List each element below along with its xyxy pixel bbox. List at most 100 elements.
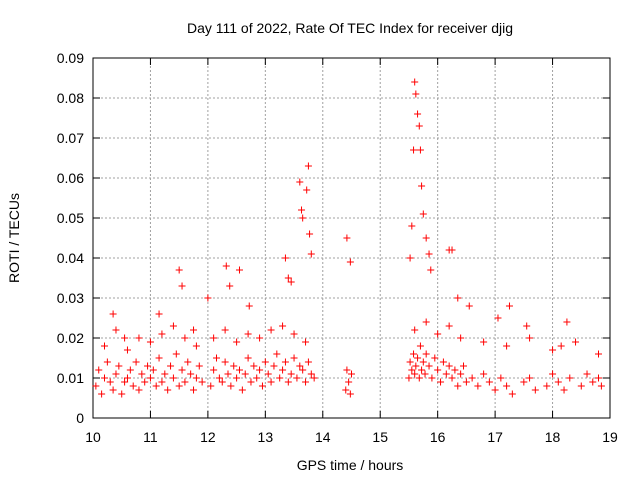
data-point bbox=[445, 322, 453, 330]
data-point bbox=[109, 386, 117, 394]
data-point bbox=[419, 210, 427, 218]
y-tick-label: 0.03 bbox=[57, 290, 84, 306]
data-point bbox=[454, 294, 462, 302]
data-point bbox=[296, 178, 304, 186]
y-tick-label: 0.06 bbox=[57, 170, 84, 186]
data-point bbox=[273, 350, 281, 358]
data-point bbox=[299, 214, 307, 222]
data-point bbox=[126, 366, 134, 374]
data-point bbox=[503, 382, 511, 390]
data-point bbox=[224, 370, 232, 378]
data-point bbox=[425, 250, 433, 258]
data-point bbox=[250, 362, 258, 370]
data-point bbox=[244, 354, 252, 362]
data-point bbox=[343, 234, 351, 242]
data-point bbox=[175, 266, 183, 274]
data-point bbox=[264, 370, 272, 378]
data-point bbox=[427, 266, 435, 274]
y-tick-label: 0.02 bbox=[57, 330, 84, 346]
data-point bbox=[190, 326, 198, 334]
x-tick-label: 13 bbox=[258, 429, 274, 445]
data-point bbox=[414, 354, 422, 362]
data-point bbox=[597, 382, 605, 390]
data-point bbox=[494, 314, 502, 322]
data-point bbox=[410, 350, 418, 358]
data-point bbox=[152, 382, 160, 390]
data-point bbox=[437, 378, 445, 386]
plot-frame bbox=[92, 57, 611, 419]
data-point bbox=[213, 354, 221, 362]
y-tick-label: 0 bbox=[76, 410, 84, 426]
data-point bbox=[281, 254, 289, 262]
data-points bbox=[92, 78, 605, 398]
data-point bbox=[204, 294, 212, 302]
data-point bbox=[276, 374, 284, 382]
x-tick-label: 10 bbox=[85, 429, 101, 445]
y-tick-label: 0.04 bbox=[57, 250, 84, 266]
data-point bbox=[405, 374, 413, 382]
data-point bbox=[480, 338, 488, 346]
data-point bbox=[106, 378, 114, 386]
data-point bbox=[241, 370, 249, 378]
data-point bbox=[261, 358, 269, 366]
data-point bbox=[256, 334, 264, 342]
data-point bbox=[419, 358, 427, 366]
data-point bbox=[238, 386, 246, 394]
data-point bbox=[138, 370, 146, 378]
data-point bbox=[267, 326, 275, 334]
data-point bbox=[146, 338, 154, 346]
data-point bbox=[258, 382, 266, 390]
data-point bbox=[343, 366, 351, 374]
data-point bbox=[175, 382, 183, 390]
data-point bbox=[146, 374, 154, 382]
data-point bbox=[342, 386, 350, 394]
data-point bbox=[474, 382, 482, 390]
data-point bbox=[306, 230, 314, 238]
data-point bbox=[253, 374, 261, 382]
data-point bbox=[279, 322, 287, 330]
data-point bbox=[222, 262, 230, 270]
data-point bbox=[445, 362, 453, 370]
data-point bbox=[270, 362, 278, 370]
x-tick-label: 15 bbox=[372, 429, 388, 445]
data-point bbox=[181, 334, 189, 342]
data-point bbox=[408, 366, 416, 374]
data-point bbox=[411, 78, 419, 86]
data-point bbox=[572, 338, 580, 346]
data-point bbox=[103, 358, 111, 366]
data-point bbox=[411, 326, 419, 334]
x-tick-label: 19 bbox=[602, 429, 618, 445]
data-point bbox=[310, 374, 318, 382]
data-point bbox=[290, 330, 298, 338]
y-tick-label: 0.05 bbox=[57, 210, 84, 226]
data-point bbox=[121, 334, 129, 342]
data-point bbox=[181, 378, 189, 386]
data-point bbox=[307, 370, 315, 378]
data-point bbox=[422, 234, 430, 242]
data-point bbox=[227, 382, 235, 390]
data-point bbox=[303, 186, 311, 194]
data-point bbox=[256, 366, 264, 374]
data-point bbox=[307, 250, 315, 258]
data-point bbox=[235, 266, 243, 274]
data-point bbox=[215, 374, 223, 382]
data-point bbox=[298, 206, 306, 214]
data-point bbox=[520, 378, 528, 386]
data-point bbox=[422, 318, 430, 326]
data-point bbox=[123, 346, 131, 354]
y-tick-label: 0.01 bbox=[57, 370, 84, 386]
data-point bbox=[460, 362, 468, 370]
data-point bbox=[109, 310, 117, 318]
data-point bbox=[549, 346, 557, 354]
data-point bbox=[442, 370, 450, 378]
data-point bbox=[190, 386, 198, 394]
data-point bbox=[418, 182, 426, 190]
data-point bbox=[135, 334, 143, 342]
data-point bbox=[491, 386, 499, 394]
data-point bbox=[560, 386, 568, 394]
data-point bbox=[439, 358, 447, 366]
data-point bbox=[198, 378, 206, 386]
data-point bbox=[583, 370, 591, 378]
data-point bbox=[118, 390, 126, 398]
data-point bbox=[595, 374, 603, 382]
